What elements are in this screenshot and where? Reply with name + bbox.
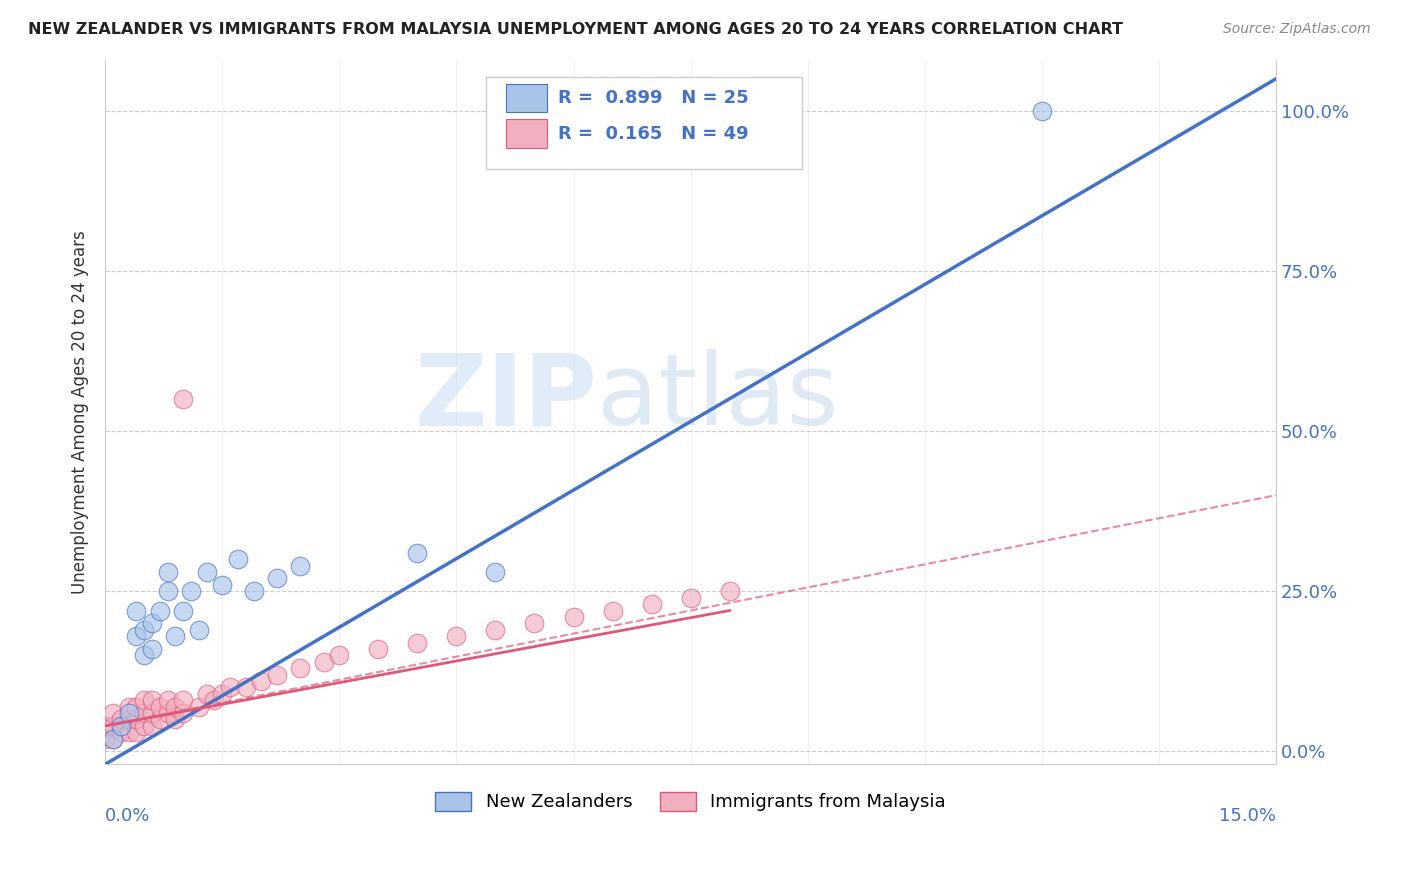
- Text: Source: ZipAtlas.com: Source: ZipAtlas.com: [1223, 22, 1371, 37]
- Point: [523, 616, 546, 631]
- Point: [406, 546, 429, 560]
- Text: R =  0.165   N = 49: R = 0.165 N = 49: [558, 125, 749, 143]
- Point: [562, 610, 585, 624]
- Point: [101, 719, 124, 733]
- Point: [141, 719, 163, 733]
- Point: [156, 565, 179, 579]
- Point: [134, 648, 156, 663]
- Point: [101, 706, 124, 720]
- Point: [117, 725, 139, 739]
- Point: [125, 603, 148, 617]
- Point: [211, 687, 233, 701]
- Point: [117, 706, 139, 720]
- Point: [94, 731, 117, 746]
- Point: [134, 693, 156, 707]
- Point: [141, 642, 163, 657]
- Point: [125, 699, 148, 714]
- Point: [156, 706, 179, 720]
- Point: [446, 629, 468, 643]
- Point: [219, 681, 242, 695]
- Point: [94, 719, 117, 733]
- Point: [484, 623, 506, 637]
- Point: [141, 706, 163, 720]
- Point: [141, 693, 163, 707]
- Point: [125, 725, 148, 739]
- Point: [156, 584, 179, 599]
- Point: [110, 713, 132, 727]
- Point: [290, 558, 312, 573]
- Point: [602, 603, 624, 617]
- Point: [328, 648, 350, 663]
- Point: [242, 584, 264, 599]
- Point: [165, 713, 187, 727]
- Text: atlas: atlas: [598, 350, 838, 446]
- Point: [156, 693, 179, 707]
- Point: [226, 552, 249, 566]
- Point: [250, 673, 273, 688]
- Point: [312, 655, 335, 669]
- Point: [640, 597, 662, 611]
- FancyBboxPatch shape: [506, 120, 547, 148]
- Text: ZIP: ZIP: [413, 350, 598, 446]
- Point: [117, 699, 139, 714]
- Point: [125, 629, 148, 643]
- Point: [165, 699, 187, 714]
- Point: [141, 616, 163, 631]
- Point: [180, 584, 202, 599]
- Point: [172, 706, 194, 720]
- Point: [211, 578, 233, 592]
- Point: [172, 693, 194, 707]
- Point: [101, 731, 124, 746]
- Point: [172, 392, 194, 406]
- Point: [165, 629, 187, 643]
- Point: [266, 667, 288, 681]
- Point: [125, 713, 148, 727]
- Point: [110, 725, 132, 739]
- Point: [195, 565, 218, 579]
- Text: R =  0.899   N = 25: R = 0.899 N = 25: [558, 89, 749, 107]
- Point: [149, 603, 172, 617]
- Point: [117, 713, 139, 727]
- Point: [195, 687, 218, 701]
- Point: [110, 719, 132, 733]
- Point: [149, 713, 172, 727]
- Y-axis label: Unemployment Among Ages 20 to 24 years: Unemployment Among Ages 20 to 24 years: [72, 230, 89, 594]
- Point: [1031, 103, 1053, 118]
- Point: [172, 603, 194, 617]
- Point: [235, 681, 257, 695]
- Point: [187, 699, 209, 714]
- FancyBboxPatch shape: [506, 84, 547, 112]
- Point: [367, 642, 389, 657]
- FancyBboxPatch shape: [485, 78, 801, 169]
- Point: [149, 699, 172, 714]
- Point: [101, 731, 124, 746]
- Point: [266, 572, 288, 586]
- Point: [484, 565, 506, 579]
- Text: 0.0%: 0.0%: [105, 806, 150, 824]
- Point: [134, 719, 156, 733]
- Point: [204, 693, 226, 707]
- Point: [134, 706, 156, 720]
- Point: [718, 584, 741, 599]
- Legend: New Zealanders, Immigrants from Malaysia: New Zealanders, Immigrants from Malaysia: [429, 785, 953, 819]
- Point: [187, 623, 209, 637]
- Text: NEW ZEALANDER VS IMMIGRANTS FROM MALAYSIA UNEMPLOYMENT AMONG AGES 20 TO 24 YEARS: NEW ZEALANDER VS IMMIGRANTS FROM MALAYSI…: [28, 22, 1123, 37]
- Text: 15.0%: 15.0%: [1219, 806, 1277, 824]
- Point: [134, 623, 156, 637]
- Point: [406, 635, 429, 649]
- Point: [679, 591, 702, 605]
- Point: [290, 661, 312, 675]
